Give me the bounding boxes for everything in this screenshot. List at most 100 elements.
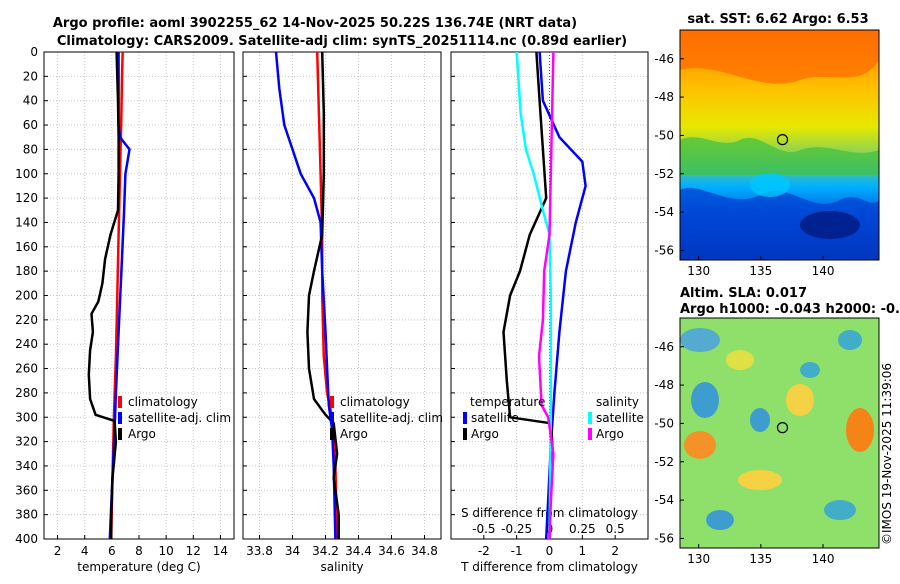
y-tick-label: 380: [15, 508, 38, 522]
legend-swatch-satellite: [118, 412, 122, 424]
legend-label-s-argo: Argo: [596, 427, 624, 441]
legend-title-salinity: salinity: [596, 395, 639, 409]
y-tick-label: 320: [15, 435, 38, 449]
map-x-tick-label: 135: [749, 552, 772, 566]
y-tick-label: 260: [15, 362, 38, 376]
series-line-salinity-argo: [537, 51, 555, 540]
y-tick-label: 100: [15, 167, 38, 181]
sst-cold-patch: [680, 187, 879, 260]
x-tick-label: -2: [478, 544, 490, 558]
sst-front-patch: [680, 137, 879, 175]
legend-label-argo: Argo: [340, 427, 368, 441]
map-y-tick-label: -48: [654, 378, 674, 392]
map-y-tick-label: -54: [654, 205, 674, 219]
y-tick-label: 300: [15, 410, 38, 424]
legend-swatch-argo: [118, 428, 122, 440]
s-diff-tick-label: -0.5: [472, 522, 495, 536]
sla-low: [706, 510, 734, 530]
legend-label-s-satellite: satellite: [596, 411, 644, 425]
map-y-tick-label: -46: [654, 340, 674, 354]
y-tick-label: 140: [15, 215, 38, 229]
legend-swatch-satellite: [330, 412, 334, 424]
y-tick-label: 60: [23, 118, 38, 132]
sst-warm-patch: [680, 30, 879, 84]
map-y-tick-label: -54: [654, 493, 674, 507]
sla-heatmap: [680, 318, 879, 548]
sla-low: [750, 408, 770, 432]
x-tick-label: 14: [213, 544, 228, 558]
sla-high: [738, 470, 782, 490]
legend-swatch-climatology: [118, 396, 122, 408]
legend-label-climatology: climatology: [128, 395, 198, 409]
salinity-legend: climatology satellite-adj. clim Argo: [330, 395, 443, 441]
sla-map-title: Altim. SLA: 0.017: [680, 286, 807, 301]
legend-label-t-satellite: satellite: [471, 411, 519, 425]
legend-swatch-s-argo: [588, 428, 592, 440]
legend-swatch-s-satellite: [588, 412, 592, 424]
x-axis-label: temperature (deg C): [77, 560, 200, 574]
legend-label-satellite: satellite-adj. clim: [128, 411, 231, 425]
x-tick-label: 4: [81, 544, 89, 558]
temperature-legend: climatology satellite-adj. clim Argo: [118, 395, 231, 441]
sla-low: [680, 328, 720, 352]
sla-map-frame: [679, 317, 880, 549]
y-tick-label: 360: [15, 483, 38, 497]
y-tick-label: 120: [15, 191, 38, 205]
sst-map: sat. SST: 6.62 Argo: 6.53 130 135 140 -46 -4…: [654, 12, 880, 278]
figure-title-line1: Argo profile: aoml 3902255_62 14-Nov-202…: [53, 16, 577, 31]
map-y-tick-label: -50: [654, 416, 674, 430]
legend-swatch-t-satellite: [463, 412, 467, 424]
temperature-panel: 2 4 6 8 10 12 14020406080100120140160180200220…: [15, 45, 235, 574]
y-tick-label: 400: [15, 532, 38, 546]
series-line-satellite-adj-clim: [274, 51, 337, 540]
x-tick-label: 1: [579, 544, 587, 558]
y-tick-label: 180: [15, 264, 38, 278]
legend-label-climatology: climatology: [340, 395, 410, 409]
sst-map-title: sat. SST: 6.62 Argo: 6.53: [687, 12, 868, 27]
sla-low: [800, 362, 820, 378]
figure-title-line2: Climatology: CARS2009. Satellite-adj cli…: [57, 34, 627, 49]
x-tick-label: 2: [611, 544, 619, 558]
series-line-temperature-argo: [502, 51, 555, 539]
y-tick-label: 80: [23, 142, 38, 156]
sst-eddy: [750, 173, 790, 197]
map-y-tick-label: -52: [654, 167, 674, 181]
legend-label-argo: Argo: [128, 427, 156, 441]
map-y-tick-label: -56: [654, 243, 674, 257]
sla-map: Altim. SLA: 0.017 Argo h1000: -0.043 h20…: [654, 286, 900, 566]
map-x-tick-label: 135: [749, 264, 772, 278]
s-diff-tick-label: -0.25: [501, 522, 532, 536]
argo-position-marker: [776, 422, 789, 434]
legend-swatch-climatology: [330, 396, 334, 408]
y-tick-label: 340: [15, 459, 38, 473]
series-line-argo: [87, 51, 120, 539]
y-tick-label: 0: [30, 45, 38, 59]
sla-high: [726, 350, 754, 370]
legend-swatch-t-argo: [463, 428, 467, 440]
x-tick-label: 33.8: [246, 544, 273, 558]
x-tick-label: 8: [135, 544, 143, 558]
x-tick-label: 2: [54, 544, 62, 558]
legend-label-satellite: satellite-adj. clim: [340, 411, 443, 425]
x-tick-label: 10: [159, 544, 174, 558]
map-y-tick-label: -56: [654, 531, 674, 545]
sla-map-axes: 130 135 140 -46 -48 -50 -52 -54 -56: [654, 340, 834, 566]
sla-high: [684, 431, 716, 459]
x-tick-label: 34.4: [345, 544, 372, 558]
sla-low: [691, 382, 719, 418]
sst-map-axes: 130 135 140 -46 -48 -50 -52 -54 -56: [654, 52, 834, 278]
y-tick-label: 240: [15, 337, 38, 351]
map-x-tick-label: 140: [812, 552, 835, 566]
x-tick-label: 0: [546, 544, 554, 558]
series-line-salinity-satellite: [515, 51, 553, 540]
sla-map-subtitle: Argo h1000: -0.043 h2000: -0.061: [680, 302, 900, 317]
y-tick-label: 200: [15, 289, 38, 303]
legend-title-temperature: temperature: [470, 395, 545, 409]
y-tick-label: 160: [15, 240, 38, 254]
map-y-tick-label: -52: [654, 455, 674, 469]
y-tick-label: 280: [15, 386, 38, 400]
x-tick-label: 6: [108, 544, 116, 558]
map-x-tick-label: 140: [812, 264, 835, 278]
x-axis-label: T difference from climatology: [460, 560, 638, 574]
